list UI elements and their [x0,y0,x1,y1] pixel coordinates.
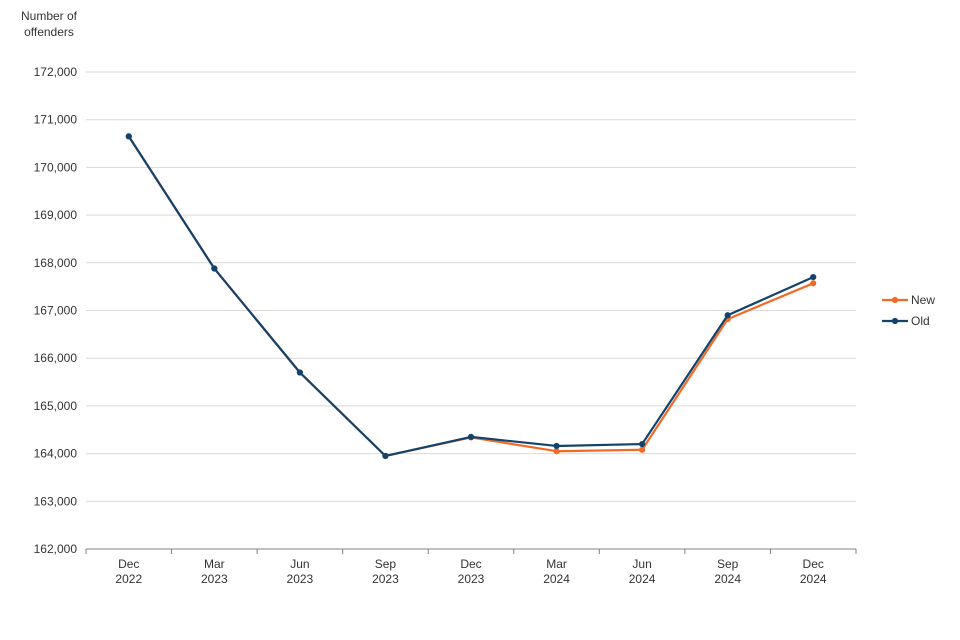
y-tick-label: 163,000 [34,494,78,508]
y-tick-label: 169,000 [34,208,78,222]
x-tick-label: Sep 2023 [372,557,399,586]
data-point-old [211,265,218,272]
data-point-new [639,446,646,453]
y-tick-label: 165,000 [34,399,78,413]
y-tick-label: 170,000 [34,160,78,174]
x-tick-label: Dec 2024 [800,557,827,586]
legend-item-old: Old [882,314,935,328]
y-axis-title: Number of offenders [10,8,88,40]
legend-marker-new-icon [882,296,908,304]
data-point-old [639,440,646,448]
data-point-old [553,442,560,450]
legend-item-new: New [882,293,935,307]
data-point-old [125,133,132,140]
x-tick-label: Jun 2024 [629,557,656,586]
legend: New Old [882,293,935,328]
series-line-new [127,135,815,458]
data-point-old [296,369,303,376]
y-axis-title-line1: Number of [20,9,78,23]
data-point-old [724,312,731,319]
data-point-old [810,274,817,281]
y-axis-title-line2: offenders [24,25,74,39]
data-point-old [382,452,389,460]
legend-label: New [911,293,936,307]
y-tick-label: 168,000 [34,256,78,270]
data-point-old [467,433,475,441]
x-tick-label: Mar 2023 [201,557,228,586]
y-tick-label: 166,000 [34,351,78,365]
y-tick-label: 162,000 [34,542,78,556]
y-tick-label: 171,000 [34,113,78,127]
data-point-new [810,280,817,287]
x-tick-label: Jun 2023 [287,557,314,586]
legend-label: Old [911,314,930,328]
x-tick-label: Dec 2023 [458,557,485,586]
y-tick-label: 164,000 [34,447,78,461]
data-point-new [553,448,560,455]
x-tick-label: Mar 2024 [543,557,570,586]
series-line-old [127,135,815,458]
y-tick-label: 167,000 [34,304,78,318]
y-tick-label: 172,000 [34,65,78,79]
x-tick-label: Dec 2022 [115,557,142,586]
x-tick-label: Sep 2024 [714,557,741,586]
legend-marker-old-icon [882,317,908,325]
